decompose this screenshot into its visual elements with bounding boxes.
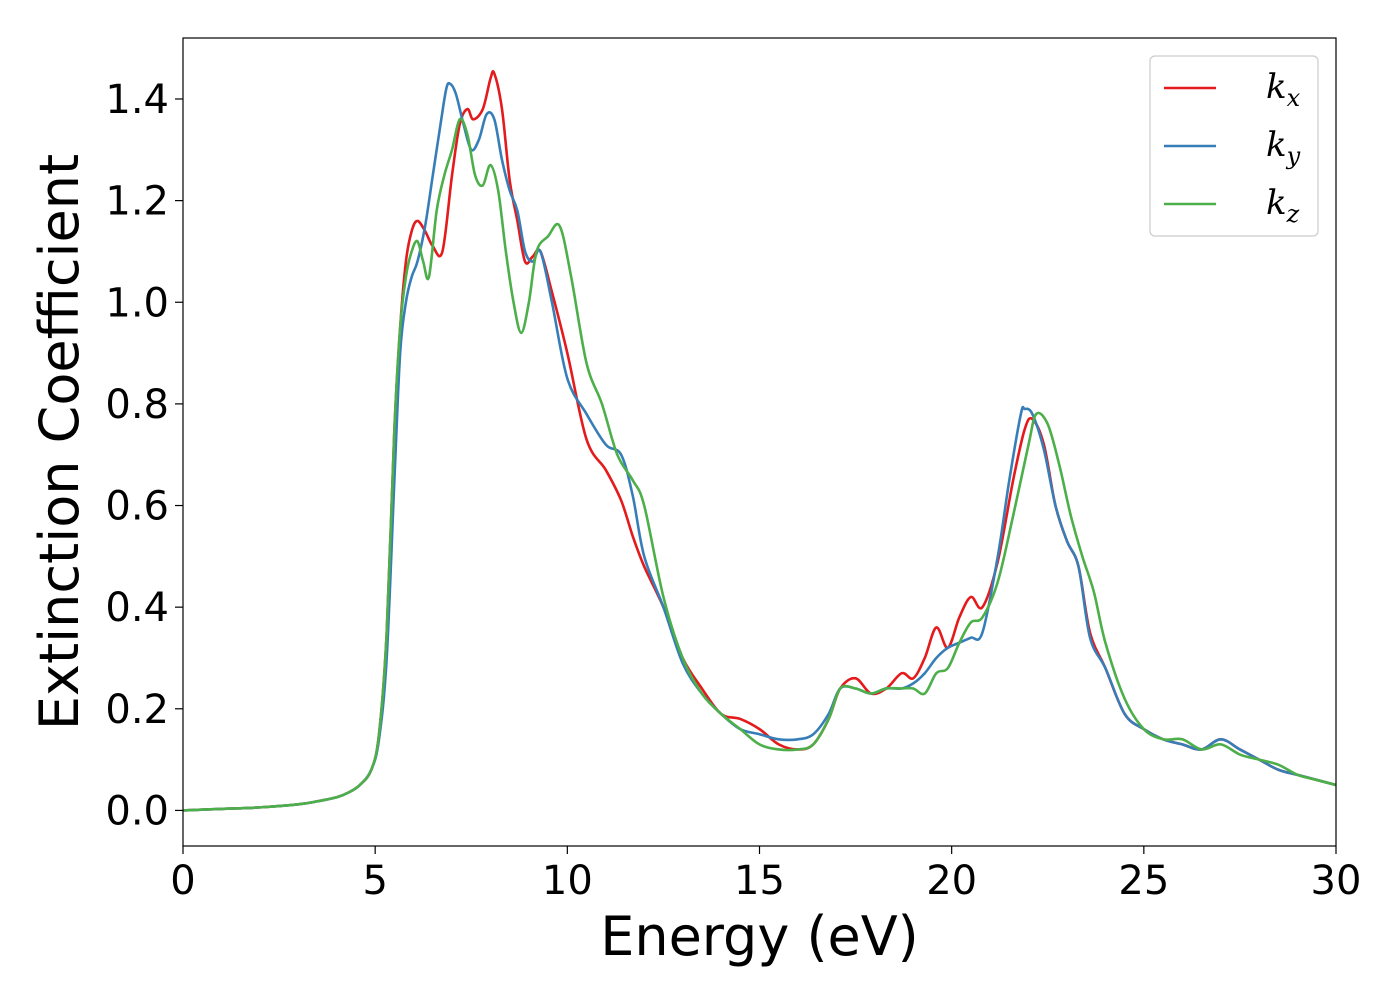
- legend: kx ky kz: [1149, 55, 1319, 237]
- legend-label-x: kx: [1266, 67, 1301, 112]
- series-lines: [183, 70, 1336, 812]
- y-tick-label: 1.4: [105, 77, 169, 123]
- y-tick-label: 1.0: [105, 280, 169, 326]
- y-axis-title: Extinction Coefficient: [28, 154, 91, 730]
- y-tick-label: 0.0: [105, 788, 169, 834]
- legend-box: [1149, 55, 1319, 237]
- series-line-z: [183, 117, 1336, 812]
- y-tick-label: 0.4: [105, 585, 169, 631]
- y-axis: 0.0 0.2 0.4 0.6 0.8 1.0 1.2 1.4: [105, 77, 183, 834]
- y-tick-label: 0.2: [105, 687, 169, 733]
- x-axis-title: Energy (eV): [600, 905, 919, 968]
- y-tick-label: 0.8: [105, 382, 169, 428]
- x-tick-label: 5: [362, 858, 387, 904]
- x-tick-label: 30: [1311, 858, 1362, 904]
- x-tick-label: 10: [542, 858, 593, 904]
- x-tick-label: 25: [1118, 858, 1169, 904]
- legend-label-y: ky: [1266, 125, 1301, 170]
- x-tick-label: 20: [926, 858, 977, 904]
- x-axis: 0 5 10 15 20 25 30: [170, 846, 1361, 904]
- y-tick-label: 0.6: [105, 484, 169, 530]
- x-tick-label: 0: [170, 858, 195, 904]
- x-tick-label: 15: [734, 858, 785, 904]
- y-tick-label: 1.2: [105, 179, 169, 225]
- legend-label-z: kz: [1266, 183, 1300, 228]
